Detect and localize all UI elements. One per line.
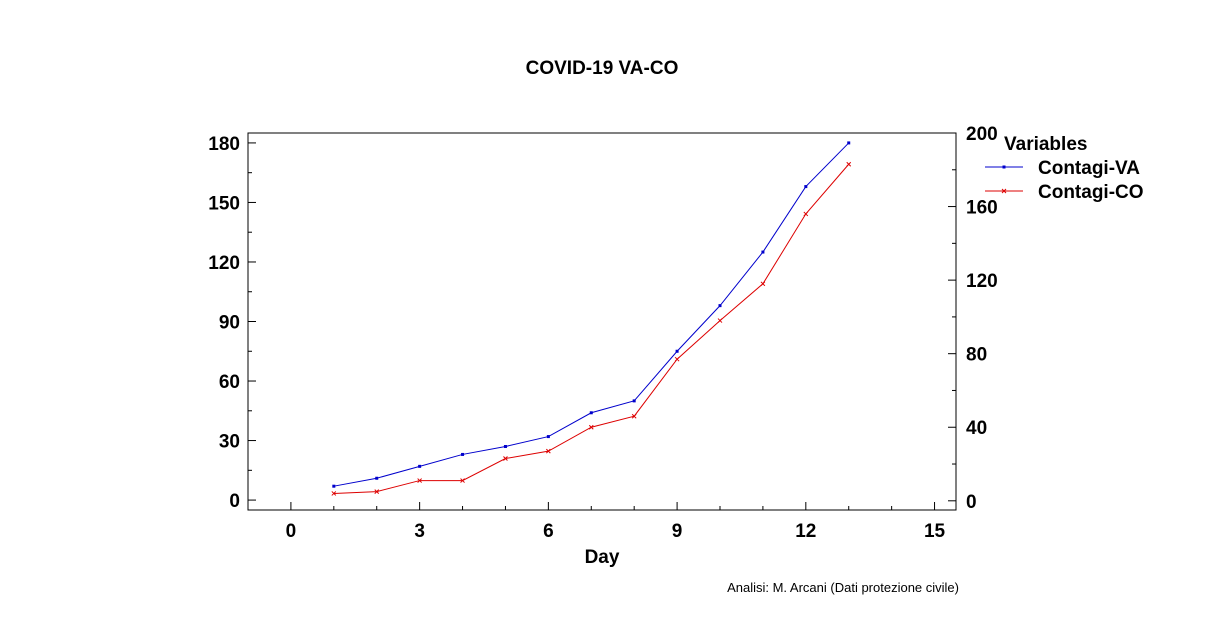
data-point-contagi-va: [847, 141, 851, 145]
x-tick-label: 0: [286, 521, 297, 542]
data-point-contagi-co: [760, 281, 766, 287]
x-tick-label: 12: [795, 521, 816, 542]
y-left-tick-label: 60: [219, 372, 240, 393]
series-layer: [331, 141, 852, 496]
y-left-tick-label: 90: [219, 313, 240, 334]
data-point-contagi-va: [418, 464, 422, 468]
data-point-contagi-va: [546, 435, 550, 439]
x-tick-label: 9: [672, 521, 683, 542]
data-point-contagi-co: [374, 489, 380, 494]
data-point-contagi-va: [632, 399, 636, 403]
data-point-contagi-co: [588, 424, 594, 430]
y-axis-left: 0 30 60 90 120 150 180: [208, 134, 256, 512]
y-left-tick-label: 30: [219, 432, 240, 453]
data-point-contagi-co: [460, 478, 465, 483]
data-point-contagi-va: [375, 476, 379, 480]
data-point-contagi-co: [717, 318, 723, 323]
data-point-contagi-co: [546, 448, 551, 454]
legend-marker-contagi-va: [1002, 165, 1006, 169]
y-right-tick-label: 40: [966, 418, 987, 439]
data-point-contagi-co: [803, 211, 809, 217]
x-tick-label: 6: [543, 521, 554, 542]
data-point-contagi-va: [589, 411, 593, 415]
y-axis-right: 0 40 80 120 160 200: [948, 124, 998, 513]
data-point-contagi-va: [675, 349, 679, 353]
data-point-contagi-co: [846, 161, 852, 167]
data-point-contagi-va: [804, 185, 808, 189]
legend-label-contagi-co: Contagi-CO: [1038, 182, 1144, 203]
y-right-tick-label: 160: [966, 198, 998, 219]
data-point-contagi-va: [332, 484, 336, 488]
legend-marker-contagi-co: [1001, 188, 1007, 194]
y-right-tick-label: 80: [966, 345, 987, 366]
legend-title: Variables: [1004, 134, 1087, 155]
y-left-tick-label: 120: [208, 253, 240, 274]
data-point-contagi-co: [331, 491, 337, 496]
data-point-contagi-va: [503, 445, 507, 449]
x-axis-label: Day: [585, 547, 620, 568]
series-line-contagi-va: [333, 142, 850, 487]
x-tick-label: 15: [924, 521, 946, 542]
series-line-contagi-co: [333, 163, 850, 494]
x-tick-label: 3: [414, 521, 425, 542]
y-left-tick-label: 0: [229, 491, 240, 512]
y-right-tick-label: 200: [966, 124, 998, 145]
y-right-tick-label: 0: [966, 492, 977, 513]
data-point-contagi-co: [631, 413, 637, 419]
plot-area: [247, 132, 957, 511]
data-point-contagi-va: [761, 250, 765, 254]
data-point-contagi-va: [461, 452, 465, 456]
data-point-contagi-co: [417, 478, 422, 483]
data-point-contagi-co: [674, 356, 680, 362]
y-right-tick-label: 120: [966, 271, 998, 292]
legend-label-contagi-va: Contagi-VA: [1038, 158, 1140, 179]
data-point-contagi-co: [503, 456, 508, 461]
chart-title: COVID-19 VA-CO: [526, 58, 679, 79]
source-annotation: Analisi: M. Arcani (Dati protezione civi…: [727, 580, 959, 595]
y-left-tick-label: 180: [208, 134, 240, 155]
y-left-tick-label: 150: [208, 193, 240, 214]
x-axis: 0 3 6 9 12 15: [286, 502, 946, 542]
data-point-contagi-va: [718, 304, 722, 308]
legend: Variables Contagi-VA Contagi-CO: [985, 134, 1144, 203]
